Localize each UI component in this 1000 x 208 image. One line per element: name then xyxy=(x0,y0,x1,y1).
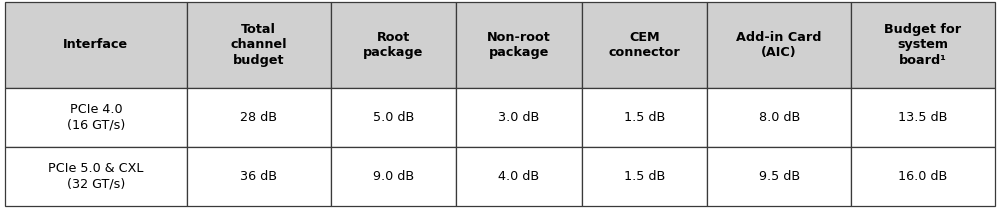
Bar xyxy=(5,88,187,147)
Bar xyxy=(582,147,707,206)
Text: 5.0 dB: 5.0 dB xyxy=(373,111,414,124)
Text: Budget for
system
board¹: Budget for system board¹ xyxy=(884,23,962,67)
Text: 9.5 dB: 9.5 dB xyxy=(759,170,800,183)
Bar xyxy=(5,2,187,88)
Bar xyxy=(707,88,851,147)
Bar xyxy=(707,2,851,88)
Text: CEM
connector: CEM connector xyxy=(609,31,680,59)
Text: PCIe 4.0
(16 GT/s): PCIe 4.0 (16 GT/s) xyxy=(67,103,125,131)
Bar xyxy=(851,2,995,88)
Bar xyxy=(456,2,582,88)
Bar xyxy=(582,2,707,88)
Bar xyxy=(851,88,995,147)
Text: 13.5 dB: 13.5 dB xyxy=(898,111,948,124)
Bar xyxy=(187,147,331,206)
Text: 9.0 dB: 9.0 dB xyxy=(373,170,414,183)
Bar xyxy=(851,147,995,206)
Text: 4.0 dB: 4.0 dB xyxy=(498,170,539,183)
Text: PCIe 5.0 & CXL
(32 GT/s): PCIe 5.0 & CXL (32 GT/s) xyxy=(48,162,144,191)
Bar xyxy=(187,2,331,88)
Text: Root
package: Root package xyxy=(363,31,424,59)
Text: 1.5 dB: 1.5 dB xyxy=(624,170,665,183)
Text: 8.0 dB: 8.0 dB xyxy=(759,111,800,124)
Text: 36 dB: 36 dB xyxy=(240,170,277,183)
Text: 1.5 dB: 1.5 dB xyxy=(624,111,665,124)
Bar xyxy=(331,147,456,206)
Bar xyxy=(582,88,707,147)
Bar xyxy=(331,2,456,88)
Bar xyxy=(331,88,456,147)
Text: Add-in Card
(AIC): Add-in Card (AIC) xyxy=(736,31,822,59)
Text: 3.0 dB: 3.0 dB xyxy=(498,111,540,124)
Text: 28 dB: 28 dB xyxy=(240,111,277,124)
Text: Non-root
package: Non-root package xyxy=(487,31,551,59)
Bar xyxy=(456,147,582,206)
Bar xyxy=(456,88,582,147)
Text: Interface: Interface xyxy=(63,38,128,51)
Bar xyxy=(187,88,331,147)
Bar xyxy=(5,147,187,206)
Text: 16.0 dB: 16.0 dB xyxy=(898,170,948,183)
Text: Total
channel
budget: Total channel budget xyxy=(230,23,287,67)
Bar xyxy=(707,147,851,206)
